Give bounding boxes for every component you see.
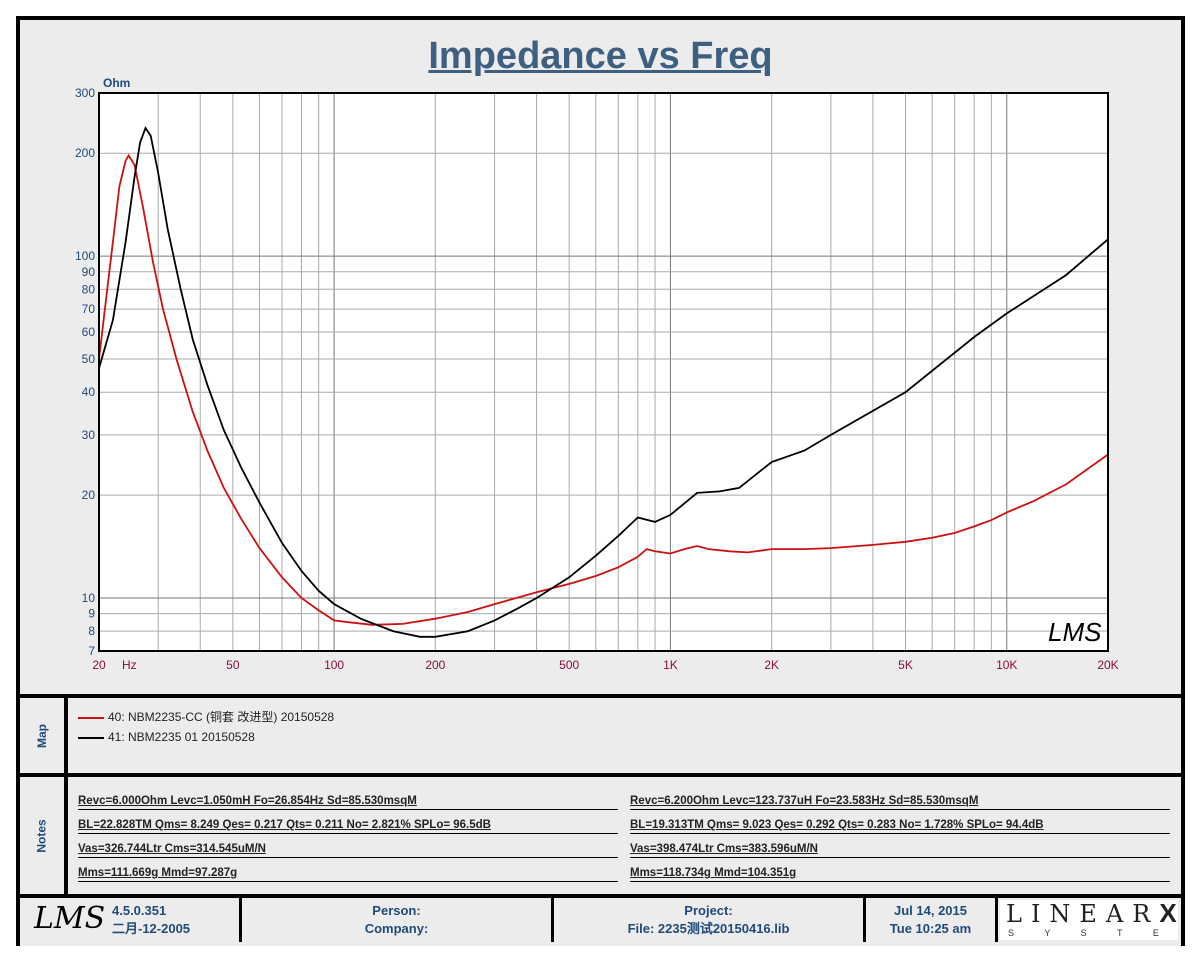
y-tick-label: 10 <box>82 591 96 605</box>
y-tick-label: 30 <box>82 428 96 442</box>
footer-person: Person: Company: <box>242 898 554 942</box>
note-right-2: Vas=398.474Ltr Cms=383.596uM/N <box>630 841 1170 858</box>
y-tick-label: 50 <box>82 352 96 366</box>
y-tick-label: 7 <box>88 644 95 658</box>
x-tick-label: 50 <box>226 658 240 672</box>
chart-title: Impedance vs Freq <box>428 35 773 77</box>
y-tick-label: 300 <box>75 86 95 100</box>
x-tick-label: 200 <box>425 658 445 672</box>
y-tick-label: 20 <box>82 488 96 502</box>
y-tick-label: 80 <box>82 282 96 296</box>
lms-watermark: LMS <box>1048 617 1102 647</box>
x-tick-label: 5K <box>898 658 913 672</box>
build-date: 二月-12-2005 <box>112 921 191 936</box>
x-tick-label: 10K <box>996 658 1017 672</box>
legend-swatch-red <box>78 716 104 719</box>
y-tick-label: 40 <box>82 385 96 399</box>
x-tick-label: 20 <box>92 658 106 672</box>
footer-version: LMS 4.5.0.351 二月-12-2005 <box>20 898 242 942</box>
series-line-1 <box>98 126 1109 638</box>
footer-date: Jul 14, 2015 Tue 10:25 am <box>866 898 998 942</box>
y-tick-label: 60 <box>82 325 96 339</box>
date-text: Jul 14, 2015 <box>894 903 967 918</box>
footer: LMS 4.5.0.351 二月-12-2005 Person: Company:… <box>20 894 1181 946</box>
legend-item-41: 41: NBM2235 01 20150528 <box>78 730 255 745</box>
lms-logo: LMS <box>34 901 106 936</box>
plot-border <box>98 92 1109 652</box>
x-axis-unit: Hz <box>122 658 137 672</box>
brand-x: X <box>1159 900 1178 928</box>
version-text: 4.5.0.351 <box>112 903 167 918</box>
x-tick-label: 2K <box>764 658 779 672</box>
notes-label: Notes <box>20 777 68 894</box>
x-tick-label: 20K <box>1097 658 1118 672</box>
legend-swatch-black <box>78 736 104 739</box>
map-label: Map <box>20 698 68 773</box>
map-section: Map 40: NBM2235-CC (铜套 改进型) 20150528 41:… <box>20 694 1181 773</box>
note-left-0: Revc=6.000Ohm Levc=1.050mH Fo=26.854Hz S… <box>78 793 618 810</box>
brand-text: LINEAR <box>1006 900 1160 928</box>
legend-label: 41: NBM2235 01 20150528 <box>108 730 255 744</box>
notes-section: Notes Revc=6.000Ohm Levc=1.050mH Fo=26.8… <box>20 773 1181 894</box>
legend-item-40: 40: NBM2235-CC (铜套 改进型) 20150528 <box>78 710 334 725</box>
y-tick-label: 70 <box>82 302 96 316</box>
note-right-3: Mms=118.734g Mmd=104.351g <box>630 865 1170 882</box>
x-tick-label: 1K <box>663 658 678 672</box>
legend-label: 40: NBM2235-CC (铜套 改进型) 20150528 <box>108 710 335 724</box>
brand-sub: S Y S T E M S <box>1008 928 1178 938</box>
y-tick-label: 200 <box>75 146 95 160</box>
note-left-1: BL=22.828TM Qms= 8.249 Qes= 0.217 Qts= 0… <box>78 817 618 834</box>
y-axis-unit: Ohm <box>103 76 130 90</box>
person-label: Person: <box>372 903 421 918</box>
y-tick-label: 8 <box>88 624 95 638</box>
x-tick-label: 100 <box>324 658 344 672</box>
plot-area <box>99 93 1108 651</box>
note-right-1: BL=19.313TM Qms= 9.023 Qes= 0.292 Qts= 0… <box>630 817 1170 834</box>
footer-project: Project: File: 2235测试20150416.lib <box>554 898 866 942</box>
report-frame: Impedance vs Freq 7 8 9 10 20 30 40 50 60 70 80 90 1… <box>16 16 1185 946</box>
impedance-chart: 7 8 9 10 20 30 40 50 60 70 80 90 100 200 300 20 50 100 200… <box>75 76 1119 672</box>
note-left-2: Vas=326.744Ltr Cms=314.545uM/N <box>78 841 618 858</box>
time-text: Tue 10:25 am <box>889 921 972 936</box>
company-label: Company: <box>364 921 429 936</box>
note-left-3: Mms=111.669g Mmd=97.287g <box>78 865 618 882</box>
x-tick-label: 500 <box>559 658 579 672</box>
file-label: File: 2235测试20150416.lib <box>627 921 790 936</box>
y-tick-label: 9 <box>88 607 95 621</box>
y-tick-label: 90 <box>82 265 96 279</box>
note-right-0: Revc=6.200Ohm Levc=123.737uH Fo=23.583Hz… <box>630 793 1170 810</box>
project-label: Project: <box>684 903 733 918</box>
linearx-logo: LINEARX S Y S T E M S <box>1000 900 1178 940</box>
y-tick-label: 100 <box>75 249 95 263</box>
series-line-0 <box>98 153 1109 626</box>
